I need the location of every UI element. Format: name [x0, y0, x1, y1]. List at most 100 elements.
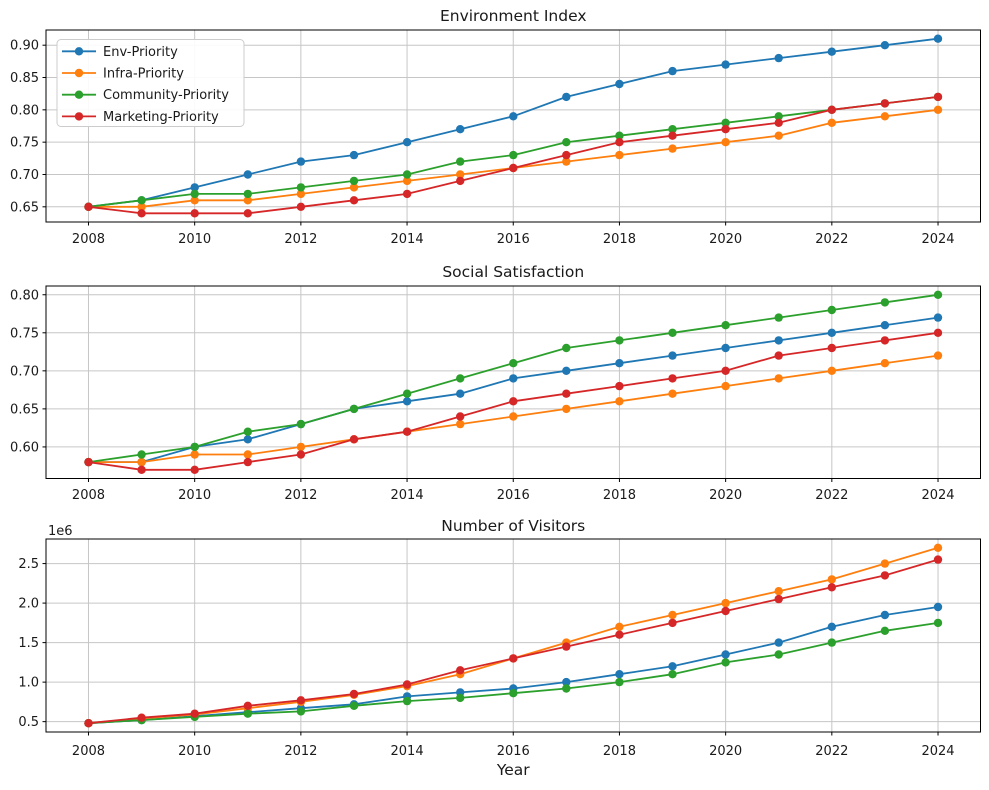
- data-point-marker: [456, 693, 465, 703]
- y-tick-label: 0.85: [10, 71, 39, 86]
- data-point-marker: [774, 112, 783, 121]
- x-tick-labels: 2008 2010 2012 2014 2016 2018 2020 2022 2024: [72, 732, 955, 759]
- data-point-marker: [774, 131, 783, 140]
- data-point-marker: [137, 196, 146, 205]
- data-point-marker: [402, 189, 412, 199]
- chart-title: Social Satisfaction: [442, 263, 584, 281]
- data-point-marker: [668, 610, 677, 620]
- data-point-marker: [190, 189, 199, 199]
- chart-social-satisfaction: 2008 2010 2012 2014 2016 2018 2020 2022 2024 0.60…: [10, 263, 981, 503]
- y-tick-label: 2.0: [18, 597, 39, 612]
- x-tick-label: 2016: [497, 744, 530, 759]
- data-point-marker: [243, 427, 252, 436]
- y-axis-offset-label: 1e6: [48, 524, 73, 539]
- data-point-marker: [190, 450, 199, 459]
- data-point-marker: [933, 602, 943, 612]
- data-point-marker: [456, 419, 465, 429]
- x-tick-label: 2012: [284, 744, 317, 759]
- legend-label: Infra-Priority: [103, 67, 184, 82]
- data-point-marker: [721, 650, 730, 659]
- data-point-marker: [562, 389, 571, 398]
- data-point-marker: [349, 176, 359, 186]
- x-tick-label: 2020: [709, 744, 742, 759]
- data-point-marker: [296, 707, 306, 716]
- data-point-marker: [190, 709, 199, 718]
- data-point-marker: [668, 125, 677, 134]
- data-point-marker: [933, 105, 943, 115]
- data-point-marker: [349, 689, 359, 699]
- legend-label: Env-Priority: [103, 45, 178, 60]
- x-tick-label: 2010: [178, 488, 211, 503]
- x-tick-label: 2012: [284, 232, 317, 247]
- data-point-marker: [456, 176, 465, 186]
- x-tick-label: 2014: [391, 232, 424, 247]
- chart-environment-index: 2008 2010 2012 2014 2016 2018 2020 2022 2024 0.65…: [10, 7, 981, 247]
- data-point-marker: [933, 555, 943, 564]
- data-point-marker: [721, 343, 730, 353]
- data-point-marker: [190, 442, 199, 452]
- data-point-marker: [880, 112, 890, 121]
- data-point-marker: [668, 351, 677, 360]
- x-tick-labels: 2008 2010 2012 2014 2016 2018 2020 2022 2024: [72, 478, 955, 503]
- data-point-marker: [933, 351, 943, 360]
- data-point-marker: [880, 559, 890, 568]
- data-point-marker: [296, 450, 306, 459]
- data-point-marker: [774, 351, 783, 360]
- y-tick-label: 0.80: [10, 288, 39, 303]
- data-point-marker: [402, 427, 412, 436]
- series-community-priority: [84, 92, 943, 211]
- data-point-marker: [668, 66, 677, 76]
- data-point-marker: [562, 684, 571, 693]
- data-point-marker: [774, 118, 783, 128]
- data-point-marker: [509, 359, 518, 368]
- x-tick-label: 2010: [178, 232, 211, 247]
- y-tick-label: 0.80: [10, 103, 39, 118]
- data-point-marker: [880, 610, 890, 620]
- x-tick-label: 2008: [72, 232, 105, 247]
- y-tick-label: 1.5: [18, 636, 39, 651]
- x-tick-label: 2022: [815, 232, 848, 247]
- data-point-marker: [933, 328, 943, 337]
- data-point-marker: [509, 112, 518, 121]
- data-point-marker: [774, 53, 783, 63]
- data-point-marker: [668, 131, 677, 140]
- data-point-marker: [296, 696, 306, 705]
- x-tick-label: 2018: [603, 232, 636, 247]
- data-point-marker: [827, 118, 836, 128]
- data-point-marker: [243, 435, 252, 444]
- x-tick-labels: 2008 2010 2012 2014 2016 2018 2020 2022 2024: [72, 222, 955, 247]
- data-point-marker: [880, 41, 890, 50]
- data-point-marker: [880, 99, 890, 108]
- data-point-marker: [880, 298, 890, 307]
- data-point-marker: [668, 328, 677, 337]
- x-axis-label: Year: [496, 761, 530, 779]
- y-tick-label: 0.75: [10, 136, 39, 151]
- data-point-marker: [456, 666, 465, 675]
- y-tick-label: 2.5: [18, 557, 39, 572]
- data-point-marker: [562, 157, 571, 166]
- data-point-marker: [933, 313, 943, 322]
- data-point-marker: [615, 336, 624, 345]
- data-point-marker: [721, 60, 730, 69]
- data-point-marker: [933, 92, 943, 102]
- data-point-marker: [243, 450, 252, 459]
- legend-entry-community-priority: Community-Priority: [62, 88, 229, 103]
- x-tick-label: 2022: [815, 488, 848, 503]
- y-tick-label: 0.75: [10, 326, 39, 341]
- data-point-marker: [827, 583, 836, 592]
- data-point-marker: [137, 202, 146, 211]
- data-point-marker: [615, 397, 624, 406]
- data-point-marker: [562, 366, 571, 375]
- data-point-marker: [402, 138, 412, 147]
- data-point-marker: [615, 670, 624, 679]
- legend-marker-swatch: [74, 47, 84, 56]
- data-point-marker: [402, 170, 412, 179]
- y-tick-label: 0.70: [10, 364, 39, 379]
- chart-number-of-visitors: 2008 2010 2012 2014 2016 2018 2020 2022 2024 0.5 1…: [18, 517, 981, 759]
- data-point-marker: [349, 183, 359, 192]
- data-point-marker: [668, 374, 677, 383]
- data-point-marker: [137, 450, 146, 459]
- data-point-marker: [774, 650, 783, 659]
- x-tick-label: 2022: [815, 744, 848, 759]
